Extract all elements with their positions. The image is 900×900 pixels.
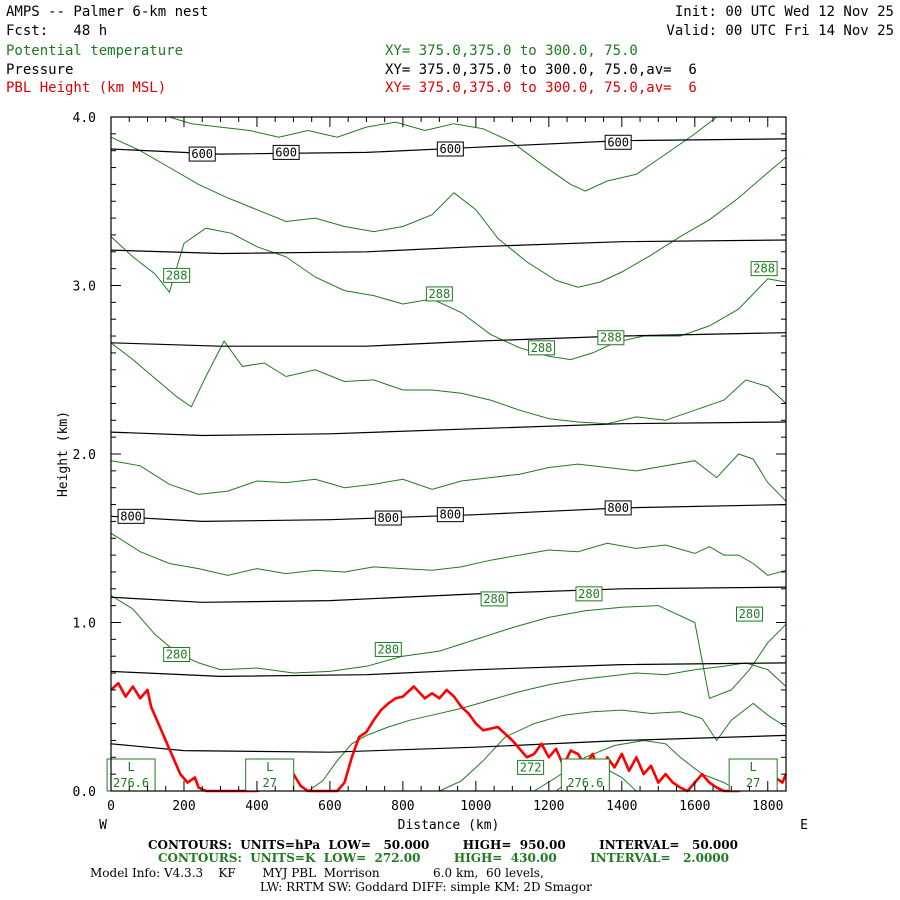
pressure-label-6: 800 (439, 508, 461, 522)
minimum-marker-0-letter: L (127, 760, 134, 774)
theta-contour-1 (110, 532, 787, 576)
x-tick-label: 0 (107, 799, 115, 814)
pressure-label-4-box (117, 508, 145, 524)
y-tick-label: 0.0 (73, 785, 96, 800)
pressure-label-3: 600 (607, 135, 629, 149)
field3-xy: XY= 375.0,375.0 to 300.0, 75.0,av= 6 (385, 80, 697, 96)
theta-label-7: 280 (483, 592, 505, 606)
pressure-label-7-box (604, 500, 632, 516)
theta-contour-info: CONTOURS: UNITS=K LOW= 272.00 HIGH= 430.… (158, 851, 729, 865)
theta-label-5: 280 (166, 648, 188, 662)
theta-label-10-box (517, 759, 545, 775)
pressure-label-6-box (436, 507, 464, 523)
pressure-label-5: 800 (377, 511, 399, 525)
theta-contour-6 (169, 116, 718, 192)
theta-label-5-box (163, 647, 191, 663)
field2-name: Pressure (6, 62, 74, 78)
theta-label-4-box (750, 261, 778, 277)
pressure-contour-4 (110, 421, 787, 437)
x-tick-label: 800 (391, 799, 414, 814)
theta-label-9: 280 (739, 607, 761, 621)
y-axis-label: Height (km) (56, 411, 71, 497)
theta-label-3: 288 (600, 331, 622, 345)
theta-label-8: 280 (578, 587, 600, 601)
x-tick-label: 1000 (460, 799, 491, 814)
minimum-marker-3-value: 27 (746, 776, 760, 790)
x-tick-label: 600 (318, 799, 341, 814)
y-tick-label: 3.0 (73, 280, 96, 295)
theta-contour-7 (307, 662, 787, 792)
pressure-contour-2 (110, 586, 787, 603)
pressure-label-7: 800 (607, 501, 629, 515)
chart-title: AMPS -- Palmer 6-km nest (6, 4, 209, 20)
theta-contour-3 (110, 340, 787, 425)
theta-contour-2 (110, 453, 787, 502)
pressure-label-1: 600 (275, 145, 297, 159)
pressure-contour-5 (110, 332, 787, 347)
y-tick-label: 4.0 (73, 111, 96, 126)
model-physics: LW: RRTM SW: Goddard DIFF: simple KM: 2D… (260, 880, 592, 894)
pressure-contour-1 (110, 662, 787, 678)
pressure-label-5-box (374, 510, 402, 526)
pressure-label-1-box (272, 144, 300, 160)
model-info: Model Info: V4.3.3 KF MYJ PBL Morrison 6… (90, 866, 544, 880)
pressure-contour-3 (110, 504, 787, 523)
theta-label-3-box (597, 330, 625, 346)
theta-contour-8 (439, 702, 787, 792)
theta-label-9-box (736, 606, 764, 622)
init-time: Init: 00 UTC Wed 12 Nov 25 (674, 4, 894, 20)
minimum-marker-1-letter: L (266, 760, 273, 774)
pressure-label-0: 600 (191, 147, 213, 161)
x-tick-label: 1200 (533, 799, 564, 814)
field1-xy: XY= 375.0,375.0 to 300.0, 75.0 (385, 43, 638, 59)
minimum-marker-0-value: 276.6 (113, 776, 149, 790)
valid-time: Valid: 00 UTC Fri 14 Nov 25 (666, 23, 894, 39)
pressure-contour-info: CONTOURS: UNITS=hPa LOW= 50.000 HIGH= 95… (148, 838, 738, 852)
x-tick-label: 400 (245, 799, 268, 814)
theta-contour-5 (110, 136, 787, 288)
pressure-label-3-box (604, 134, 632, 150)
theta-label-2: 288 (531, 341, 553, 355)
field1-name: Potential temperature (6, 43, 184, 59)
pressure-label-2-box (436, 141, 464, 157)
theta-label-8-box (575, 586, 603, 602)
theta-label-2-box (528, 340, 556, 356)
y-tick-label: 1.0 (73, 617, 96, 632)
field3-name: PBL Height (km MSL) (6, 80, 167, 96)
theta-label-10: 272 (520, 760, 542, 774)
pbl-height-line (110, 681, 788, 793)
x-tick-label: 200 (172, 799, 195, 814)
pressure-label-4: 800 (120, 509, 142, 523)
y-tick-label: 2.0 (73, 448, 96, 463)
minimum-marker-2-box (560, 758, 610, 792)
pressure-contour-6 (110, 239, 787, 255)
x-axis-label: Distance (km) (398, 818, 500, 833)
theta-label-4: 288 (753, 262, 775, 276)
theta-label-0: 288 (166, 268, 188, 282)
theta-label-7-box (480, 591, 508, 607)
minimum-marker-3-letter: L (750, 760, 757, 774)
theta-label-6: 280 (377, 642, 399, 656)
theta-label-1-box (425, 286, 453, 302)
west-end-label: W (99, 818, 107, 833)
theta-label-6-box (374, 641, 402, 657)
theta-label-0-box (163, 267, 191, 283)
forecast-hour: Fcst: 48 h (6, 23, 108, 39)
theta-contour-0 (110, 595, 787, 699)
x-tick-label: 1400 (606, 799, 637, 814)
minimum-marker-1-value: 27 (262, 776, 276, 790)
theta-label-1: 288 (429, 287, 451, 301)
x-tick-label: 1800 (752, 799, 783, 814)
pressure-label-2: 600 (439, 142, 461, 156)
pressure-label-0-box (188, 146, 216, 162)
pressure-contour-0 (110, 734, 787, 753)
east-end-label: E (800, 818, 808, 833)
x-tick-label: 1600 (679, 799, 710, 814)
field2-xy: XY= 375.0,375.0 to 300.0, 75.0,av= 6 (385, 62, 697, 78)
minimum-marker-2-value: 276.6 (567, 776, 603, 790)
